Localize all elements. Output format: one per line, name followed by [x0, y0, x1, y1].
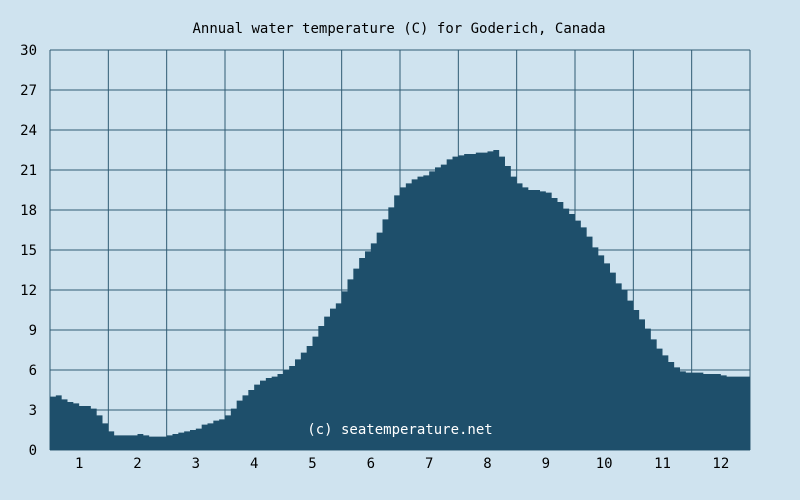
y-axis-ticks: 0 3 6 9 12 15 18 21 24 27 30 [20, 43, 37, 459]
y-tick-label: 0 [29, 443, 37, 459]
x-tick-label: 10 [596, 456, 613, 472]
x-tick-label: 5 [308, 456, 316, 472]
y-tick-label: 27 [20, 83, 37, 99]
y-tick-label: 24 [20, 123, 37, 139]
y-tick-label: 15 [20, 243, 37, 259]
y-tick-label: 18 [20, 203, 37, 219]
x-tick-label: 6 [367, 456, 375, 472]
x-tick-label: 12 [712, 456, 729, 472]
x-tick-label: 4 [250, 456, 258, 472]
x-tick-label: 2 [133, 456, 141, 472]
y-tick-label: 21 [20, 163, 37, 179]
y-tick-label: 6 [29, 363, 37, 379]
x-tick-label: 7 [425, 456, 433, 472]
y-tick-label: 3 [29, 403, 37, 419]
temperature-area [50, 150, 750, 450]
x-tick-label: 1 [75, 456, 83, 472]
x-tick-label: 9 [542, 456, 550, 472]
x-tick-label: 11 [654, 456, 671, 472]
y-tick-label: 30 [20, 43, 37, 59]
chart-title: Annual water temperature (C) for Goderic… [192, 21, 605, 37]
x-axis-ticks: 1 2 3 4 5 6 7 8 9 10 11 12 [75, 456, 729, 472]
watermark-text: (c) seatemperature.net [307, 422, 492, 438]
y-tick-label: 9 [29, 323, 37, 339]
area-layer [50, 150, 750, 450]
x-tick-label: 8 [483, 456, 491, 472]
y-tick-label: 12 [20, 283, 37, 299]
x-tick-label: 3 [192, 456, 200, 472]
